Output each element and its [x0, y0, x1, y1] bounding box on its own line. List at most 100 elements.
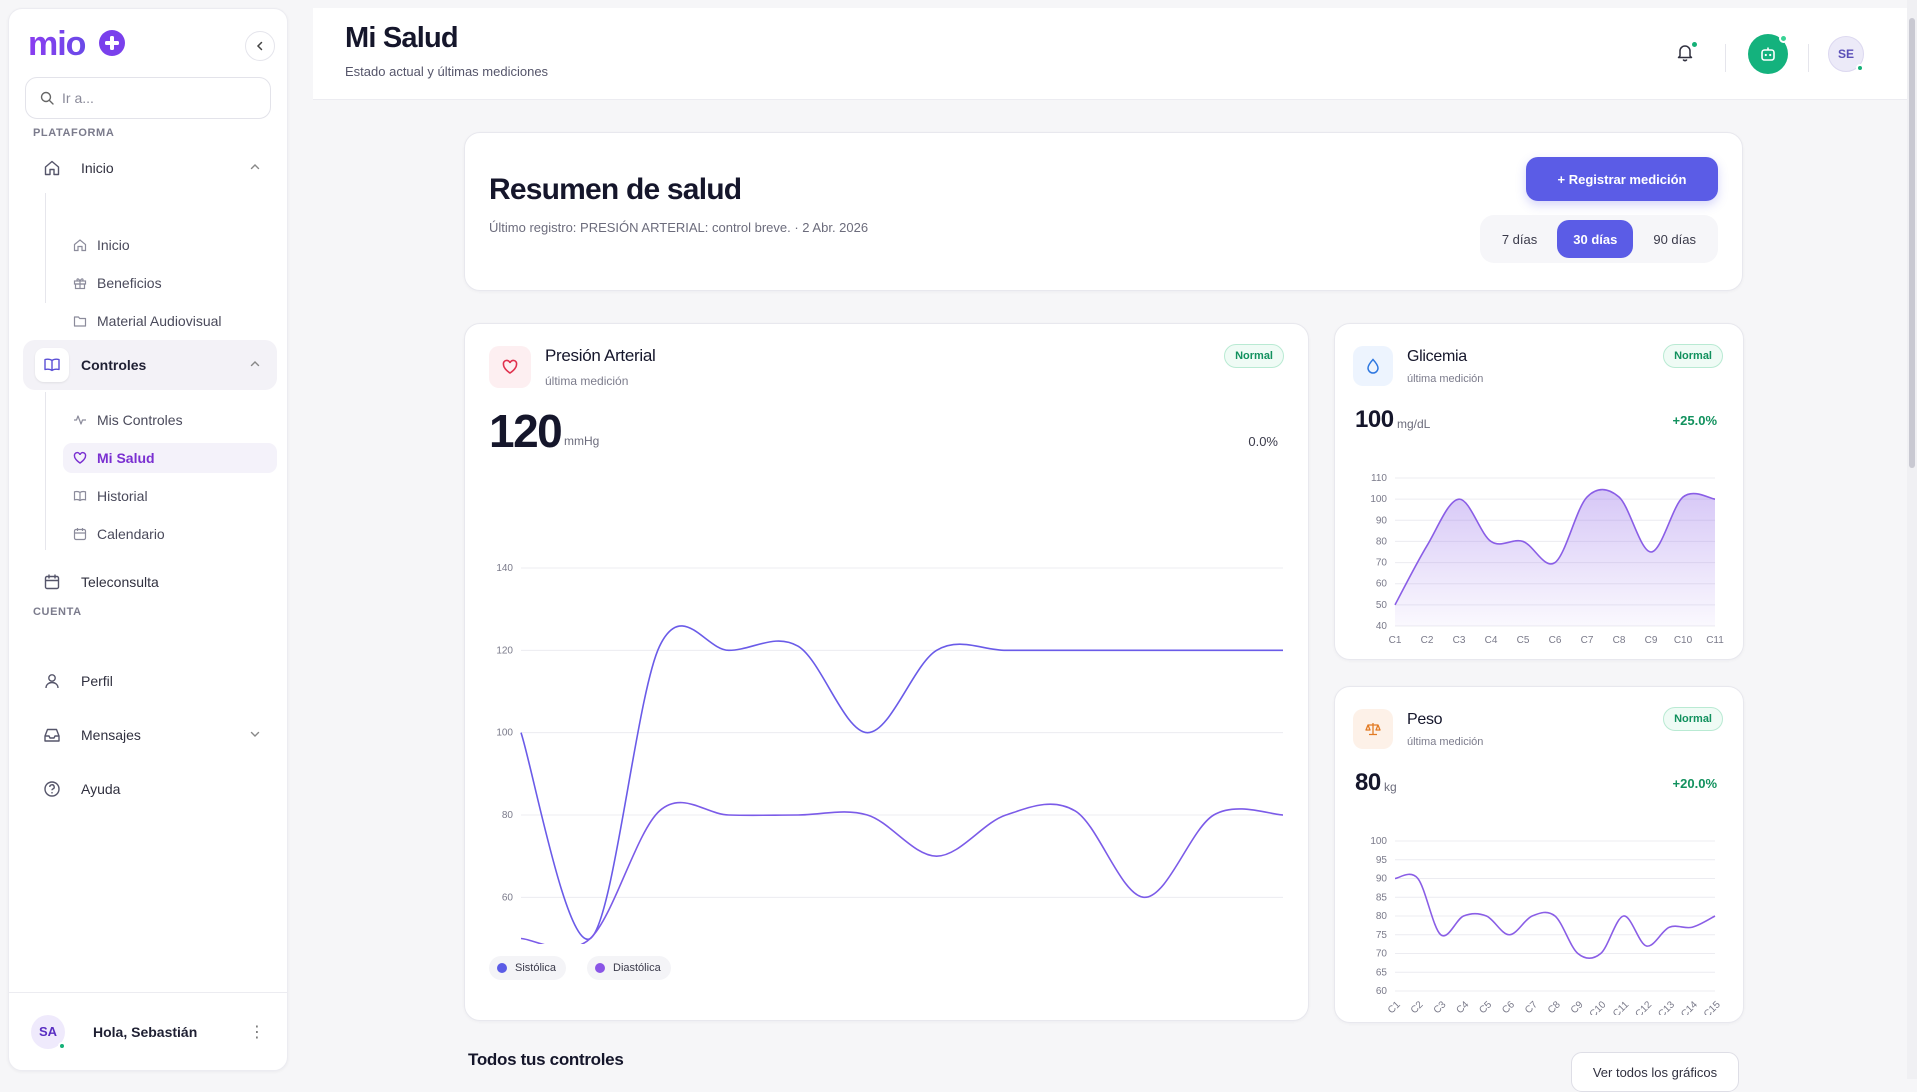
y-tick-label: 60 — [1376, 986, 1388, 997]
register-measurement-button[interactable]: + Registrar medición — [1526, 157, 1718, 201]
y-tick-label: 70 — [1376, 558, 1388, 569]
weight-card[interactable]: Peso última medición Normal 80 kg +20.0%… — [1334, 686, 1744, 1023]
sidebar-item-label: Perfil — [81, 673, 113, 689]
blood-pressure-card[interactable]: Presión Arterial última medición Normal … — [464, 323, 1309, 1021]
avatar-initials: SA — [38, 1024, 58, 1039]
range-7-days[interactable]: 7 días — [1501, 231, 1538, 247]
online-dot — [58, 1041, 66, 1050]
x-tick-label: C9 — [1645, 635, 1658, 646]
sidebar-item-label: Teleconsulta — [81, 574, 159, 590]
sidebar-item-controles[interactable]: Controles — [23, 340, 277, 390]
subitem-label: Beneficios — [97, 275, 162, 291]
x-tick-label: C10 — [1588, 999, 1609, 1015]
user-icon — [35, 664, 69, 698]
mio-logo[interactable]: mio — [28, 27, 128, 61]
droplet-icon — [1353, 346, 1393, 386]
sidebar-subitem-mis-controles[interactable]: Mis Controles — [63, 405, 277, 435]
see-all-charts-button[interactable]: Ver todos los gráficos — [1571, 1052, 1739, 1092]
search-box[interactable] — [25, 77, 271, 119]
y-tick-label: 100 — [1370, 836, 1387, 847]
series-line-sistólica[interactable] — [520, 625, 1283, 940]
sidebar-subitem-inicio[interactable]: Inicio — [63, 230, 277, 260]
x-tick-label: C1 — [1386, 999, 1403, 1015]
legend-item-sistolica[interactable]: Sistólica — [489, 956, 566, 980]
sidebar-item-inicio[interactable]: Inicio — [23, 143, 277, 193]
card-title: Peso — [1407, 711, 1443, 728]
page-subtitle: Estado actual y últimas mediciones — [345, 64, 549, 79]
x-tick-label: C7 — [1581, 635, 1594, 646]
notification-dot — [1692, 42, 1697, 47]
weight-chart: 60 65 70 75 80 85 90 95 100 C1 C2 C3 C4 C5 C6 C7 C8 C9 C10… — [1370, 836, 1723, 1015]
sidebar-subitem-mi-salud[interactable]: Mi Salud — [63, 443, 277, 473]
sidebar-item-teleconsulta[interactable]: Teleconsulta — [23, 557, 277, 607]
x-tick-label: C8 — [1546, 999, 1563, 1015]
assistant-bot-button[interactable] — [1748, 34, 1788, 74]
legend-item-diastolica[interactable]: Diastólica — [587, 956, 671, 980]
metric-unit: mg/dL — [1397, 417, 1431, 431]
sidebar-subitem-historial[interactable]: Historial — [63, 481, 277, 511]
calendar-icon — [73, 528, 87, 541]
card-subtitle: última medición — [545, 374, 629, 388]
sidebar-subitem-material-audiovisual[interactable]: Material Audiovisual — [63, 306, 277, 336]
chevron-left-icon — [256, 41, 263, 51]
y-tick-label: 65 — [1376, 967, 1388, 978]
metric-unit: kg — [1384, 780, 1397, 794]
x-tick-label: C10 — [1674, 635, 1693, 646]
y-tick-label: 60 — [502, 892, 514, 903]
sidebar-subitem-beneficios[interactable]: Beneficios — [63, 268, 277, 298]
status-badge: Normal — [1224, 344, 1284, 368]
glycemia-card[interactable]: Glicemia última medición Normal 100 mg/d… — [1334, 323, 1744, 660]
header-avatar[interactable]: SE — [1828, 36, 1864, 72]
metric-delta: 0.0% — [1248, 434, 1278, 449]
x-tick-label: C3 — [1432, 999, 1449, 1015]
subitem-label: Inicio — [97, 237, 130, 253]
home-icon — [73, 239, 87, 252]
sidebar-item-ayuda[interactable]: Ayuda — [23, 764, 277, 814]
card-title: Glicemia — [1407, 348, 1467, 365]
y-tick-label: 140 — [496, 563, 513, 574]
subitem-label: Calendario — [97, 526, 165, 542]
y-tick-label: 120 — [496, 645, 513, 656]
divider — [1808, 44, 1809, 72]
notifications-button[interactable] — [1675, 42, 1697, 62]
sidebar: mio PLATAFORMA Inicio Inicio Beneficios … — [8, 8, 288, 1071]
more-vertical-icon[interactable]: ⋮ — [249, 1023, 265, 1041]
logo-text: mio — [28, 27, 86, 61]
series-line-values[interactable] — [1394, 488, 1716, 606]
range-90-days[interactable]: 90 días — [1653, 231, 1696, 247]
x-tick-label: C6 — [1500, 999, 1517, 1015]
page-title: Mi Salud — [345, 22, 459, 54]
sidebar-item-mensajes[interactable]: Mensajes — [23, 710, 277, 760]
sidebar-subitem-calendario[interactable]: Calendario — [63, 519, 277, 549]
book-open-icon — [35, 348, 69, 382]
range-30-days[interactable]: 30 días — [1557, 220, 1634, 258]
metric-value: 100 — [1355, 406, 1394, 433]
scrollbar[interactable] — [1907, 0, 1917, 1079]
search-icon — [40, 91, 54, 105]
collapse-sidebar-button[interactable] — [245, 31, 275, 61]
divider — [1725, 44, 1726, 72]
y-tick-label: 95 — [1376, 855, 1388, 866]
user-avatar[interactable]: SA — [31, 1014, 66, 1050]
x-tick-label: C2 — [1421, 635, 1434, 646]
series-line-values[interactable] — [1394, 873, 1716, 959]
scrollbar-thumb[interactable] — [1909, 18, 1915, 468]
card-subtitle: última medición — [1407, 736, 1484, 748]
x-tick-label: C14 — [1679, 999, 1700, 1015]
y-tick-label: 50 — [1376, 600, 1388, 611]
series-line-diastólica[interactable] — [520, 801, 1284, 944]
submenu-line — [45, 193, 46, 303]
section-label-cuenta: CUENTA — [33, 606, 82, 618]
series-area — [1395, 489, 1715, 626]
x-tick-label: C7 — [1523, 999, 1540, 1015]
online-dot — [1779, 34, 1788, 43]
activity-icon — [74, 415, 86, 425]
last-record-text: Último registro: PRESIÓN ARTERIAL: contr… — [489, 220, 869, 235]
sidebar-item-perfil[interactable]: Perfil — [23, 656, 277, 706]
legend-label: Diastólica — [613, 962, 661, 974]
legend-swatch — [497, 963, 507, 973]
search-input[interactable] — [62, 90, 252, 106]
y-tick-label: 80 — [1376, 536, 1388, 547]
metric-delta: +25.0% — [1672, 413, 1717, 428]
blood-pressure-chart: 20406080100120140C1C2C3C4C5C6C7C8C9C10C1… — [496, 563, 1284, 944]
